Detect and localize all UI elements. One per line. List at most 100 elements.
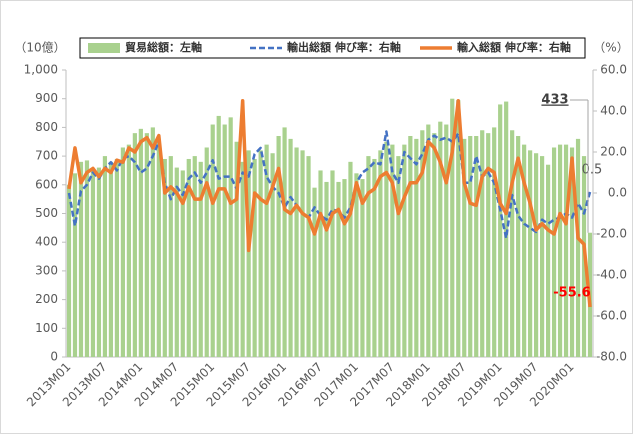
bar <box>120 147 125 357</box>
bar <box>84 160 90 357</box>
bar <box>516 136 521 357</box>
bar <box>168 156 173 357</box>
y2-tick-label: -40.0 <box>596 268 627 282</box>
bar <box>156 141 161 357</box>
y2-tick-label: -60.0 <box>596 309 627 323</box>
y-tick-label: 500 <box>35 206 58 220</box>
bar <box>276 136 281 357</box>
bar <box>360 179 365 357</box>
bar <box>102 156 108 357</box>
bar <box>246 150 251 357</box>
bar <box>498 104 503 357</box>
annotation: -55.6 <box>553 286 590 301</box>
legend-label: 輸出総額 伸び率：右軸 <box>287 40 401 54</box>
bar <box>396 156 401 357</box>
legend-label: 輸入総額 伸び率：右軸 <box>457 40 571 54</box>
bar <box>216 115 221 357</box>
bar <box>186 158 191 357</box>
bar <box>282 127 287 358</box>
y2-unit: （%） <box>593 41 628 55</box>
bar <box>144 133 149 357</box>
bar <box>438 121 443 357</box>
bar <box>408 136 413 357</box>
bar <box>390 144 395 357</box>
y-tick-label: 100 <box>35 321 58 335</box>
bar <box>414 138 419 357</box>
bar <box>306 156 311 357</box>
bar <box>270 153 275 357</box>
bar <box>252 158 257 357</box>
bar <box>348 161 353 357</box>
bar <box>318 170 323 357</box>
y-tick-label: 200 <box>35 292 58 306</box>
bar <box>234 141 239 357</box>
bar <box>324 181 329 357</box>
bar <box>66 184 72 357</box>
bar <box>180 170 185 357</box>
bar <box>426 124 431 357</box>
bar <box>480 130 485 357</box>
bar <box>492 127 497 358</box>
bar <box>288 138 293 357</box>
legend-swatch <box>88 43 120 53</box>
bar <box>72 173 78 357</box>
bar <box>510 130 515 357</box>
bar <box>312 187 317 357</box>
annotation: 433 <box>541 93 568 108</box>
line-series <box>67 99 592 308</box>
bar <box>342 179 347 357</box>
bar <box>462 138 467 357</box>
bar <box>336 181 341 357</box>
y2-tick-label: -20.0 <box>596 227 627 241</box>
y-tick-label: 400 <box>35 235 58 249</box>
bar <box>198 161 203 357</box>
bar <box>366 156 371 357</box>
bar <box>569 147 575 357</box>
bar <box>384 141 389 357</box>
bar <box>150 127 155 358</box>
bar <box>222 124 227 357</box>
bar <box>528 150 533 357</box>
y2-tick-label: 0.0 <box>608 186 627 200</box>
bar <box>90 170 96 357</box>
bar <box>294 147 299 357</box>
y-tick-label: 600 <box>35 177 58 191</box>
bar <box>174 167 179 357</box>
legend-label: 貿易総額：左軸 <box>125 40 202 54</box>
bar <box>240 161 245 357</box>
bar <box>162 158 167 357</box>
bar <box>228 117 233 357</box>
bar <box>210 124 215 357</box>
y-tick-label: 1,000 <box>24 63 58 77</box>
bar <box>330 170 335 357</box>
bar <box>354 173 359 357</box>
bar <box>450 98 455 357</box>
line-series <box>67 130 592 240</box>
bar <box>456 100 461 357</box>
bar <box>468 136 473 357</box>
y-tick-label: 800 <box>35 120 58 134</box>
bar <box>534 153 539 357</box>
bar <box>545 164 551 357</box>
legend-box <box>79 37 586 59</box>
bar <box>432 133 437 357</box>
bar <box>474 136 479 357</box>
bar <box>575 138 581 357</box>
bar <box>372 158 377 357</box>
bar <box>114 158 119 357</box>
bar <box>108 161 114 357</box>
bar <box>420 130 425 357</box>
bar <box>378 150 383 357</box>
bar <box>204 147 209 357</box>
annotation: 0.5 <box>582 163 603 178</box>
bar <box>258 150 263 357</box>
bar <box>126 144 131 357</box>
y-tick-label: 0 <box>50 350 58 364</box>
bar <box>551 147 557 357</box>
y-tick-label: 900 <box>35 91 58 105</box>
bar <box>138 128 143 357</box>
y2-tick-label: 20.0 <box>600 145 627 159</box>
bar <box>402 144 407 357</box>
y-tick-label: 700 <box>35 149 58 163</box>
